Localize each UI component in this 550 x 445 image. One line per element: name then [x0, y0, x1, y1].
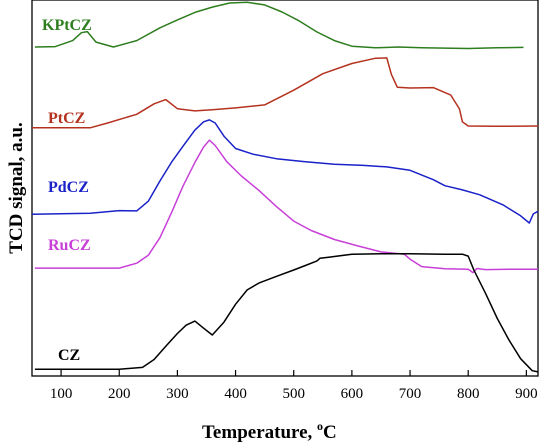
- x-tick-label: 700: [399, 386, 422, 402]
- series-curves: [31, 1, 539, 373]
- series-labels: KPtCZ PtCZ PdCZ RuCZ CZ: [42, 17, 92, 364]
- series-label-pdcz: PdCZ: [48, 179, 89, 196]
- x-tick-label: 100: [50, 386, 73, 402]
- x-axis-title-unit: C: [323, 422, 337, 443]
- x-tick-label: 600: [341, 386, 364, 402]
- x-tick-label: 400: [224, 386, 247, 402]
- series-line-cz: [34, 253, 539, 373]
- x-axis-title: Temperature, oC: [202, 419, 337, 443]
- x-axis-ticks: [60, 370, 527, 376]
- x-axis-tick-labels: 100 200 300 400 500 600 700 800 900: [50, 386, 538, 402]
- x-tick-label: 800: [457, 386, 480, 402]
- x-tick-label: 900: [515, 386, 538, 402]
- y-axis-title: TCD signal, a.u.: [6, 122, 27, 253]
- series-label-ptcz: PtCZ: [48, 110, 85, 127]
- series-line-kptcz: [34, 1, 524, 50]
- series-label-cz: CZ: [58, 347, 80, 364]
- series-label-kptcz: KPtCZ: [42, 17, 92, 34]
- x-tick-label: 300: [166, 386, 189, 402]
- x-tick-label: 200: [108, 386, 131, 402]
- series-label-rucz: RuCZ: [48, 237, 91, 254]
- x-axis-title-text: Temperature,: [202, 422, 317, 443]
- x-axis-title-degree: o: [317, 419, 323, 433]
- series-line-rucz: [34, 139, 538, 274]
- series-line-ptcz: [32, 57, 539, 129]
- plot-frame: [31, 0, 539, 377]
- series-line-pdcz: [31, 119, 539, 224]
- x-tick-label: 500: [282, 386, 305, 402]
